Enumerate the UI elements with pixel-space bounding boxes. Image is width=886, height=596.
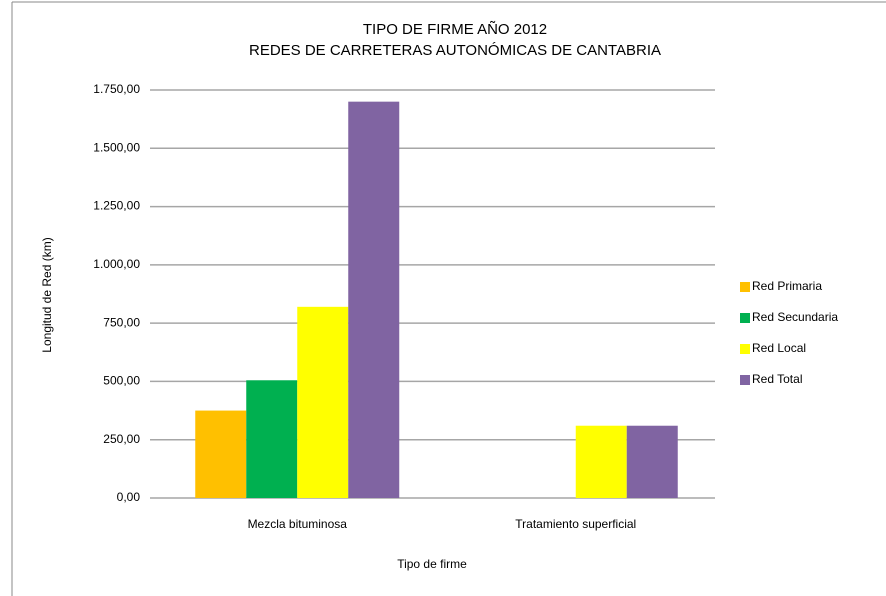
legend-label: Red Primaria: [752, 279, 822, 293]
y-axis-title: Longitud de Red (km): [40, 237, 54, 352]
legend-swatch: [740, 282, 750, 292]
y-tick-label: 1.000,00: [93, 257, 140, 271]
legend-swatch: [740, 313, 750, 323]
x-axis-title: Tipo de firme: [397, 557, 467, 571]
legend-swatch: [740, 344, 750, 354]
bar: [348, 101, 400, 499]
bar: [575, 425, 627, 498]
bar: [195, 410, 247, 498]
chart-title: TIPO DE FIRME AÑO 2012: [363, 21, 547, 38]
bar: [297, 306, 349, 498]
bar: [626, 425, 678, 498]
y-tick-label: 1.750,00: [93, 82, 140, 96]
bar: [246, 380, 298, 498]
y-tick-label: 750,00: [103, 315, 140, 329]
legend-label: Red Secundaria: [752, 310, 838, 324]
chart-subtitle: REDES DE CARRETERAS AUTONÓMICAS DE CANTA…: [249, 42, 661, 59]
legend-label: Red Total: [752, 372, 802, 386]
y-tick-label: 1.500,00: [93, 140, 140, 154]
x-tick-label: Mezcla bituminosa: [248, 517, 348, 531]
y-tick-label: 0,00: [117, 490, 141, 504]
legend-label: Red Local: [752, 341, 806, 355]
y-tick-label: 500,00: [103, 374, 140, 388]
legend-swatch: [740, 375, 750, 385]
y-tick-label: 1.250,00: [93, 199, 140, 213]
x-tick-label: Tratamiento superficial: [515, 517, 636, 531]
y-tick-label: 250,00: [103, 432, 140, 446]
